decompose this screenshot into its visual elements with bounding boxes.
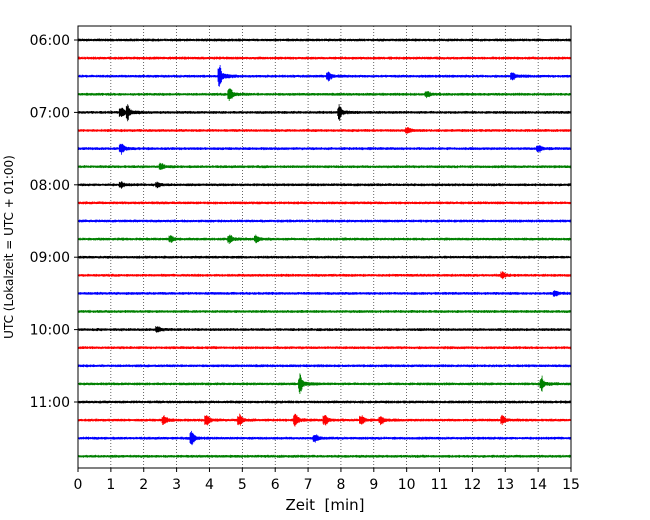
plot-frame: [77, 25, 572, 469]
x-tick-label: 12: [463, 477, 481, 493]
trace-0830: [77, 219, 572, 223]
seismic-traces: [77, 38, 572, 458]
y-tick-label: 10:00: [30, 323, 70, 339]
trace-0715: [77, 127, 572, 134]
x-tick-label: 8: [336, 477, 345, 493]
trace-0815: [77, 201, 572, 205]
trace-1145: [77, 454, 572, 458]
x-tick-label: 0: [74, 477, 83, 493]
x-tick-label: 5: [238, 477, 247, 493]
trace-1115: [77, 413, 572, 427]
x-tick-label: 15: [562, 477, 580, 493]
trace-1045: [77, 373, 572, 395]
x-tick-label: 3: [172, 477, 181, 493]
trace-0945: [77, 309, 572, 314]
trace-0600: [77, 38, 572, 42]
trace-0845: [77, 234, 572, 245]
x-tick-label: 2: [139, 477, 148, 493]
x-tick-label: 7: [304, 477, 313, 493]
trace-0730: [77, 143, 572, 155]
x-axis-label: Zeit [min]: [285, 496, 364, 514]
trace-0630: [77, 64, 572, 87]
trace-0745: [77, 162, 572, 170]
trace-0645: [77, 88, 572, 102]
trace-1100: [77, 400, 572, 404]
x-tick-label: 14: [529, 477, 547, 493]
trace-0900: [77, 255, 572, 259]
trace-1015: [77, 346, 572, 350]
x-tick-label: 10: [398, 477, 416, 493]
x-tick-label: 4: [205, 477, 214, 493]
trace-1130: [77, 430, 572, 446]
trace-0800: [77, 181, 572, 189]
y-tick-label: 07:00: [30, 105, 70, 121]
x-tick-label: 13: [496, 477, 514, 493]
y-tick-label: 11:00: [30, 395, 70, 411]
trace-0915: [77, 271, 572, 280]
trace-0615: [77, 56, 572, 60]
y-tick-label: 08:00: [30, 178, 70, 194]
y-axis-label: UTC (Lokalzeit = UTC + 01:00): [2, 155, 16, 339]
trace-1000: [77, 326, 572, 333]
x-tick-label: 11: [431, 477, 449, 493]
x-tick-label: 6: [271, 477, 280, 493]
y-tick-label: 09:00: [30, 250, 70, 266]
trace-1030: [77, 364, 572, 368]
y-axis: 06:00 07:00 08:00 09:00 10:00 11:00: [30, 33, 78, 411]
trace-0930: [77, 290, 572, 297]
y-tick-label: 06:00: [30, 33, 70, 49]
trace-0700: [77, 104, 572, 122]
x-tick-label: 9: [369, 477, 378, 493]
x-tick-label: 1: [106, 477, 115, 493]
x-axis: 0 1 2 3 4 5 6 7 8 9 10 11 12 13 14 15: [74, 468, 580, 493]
